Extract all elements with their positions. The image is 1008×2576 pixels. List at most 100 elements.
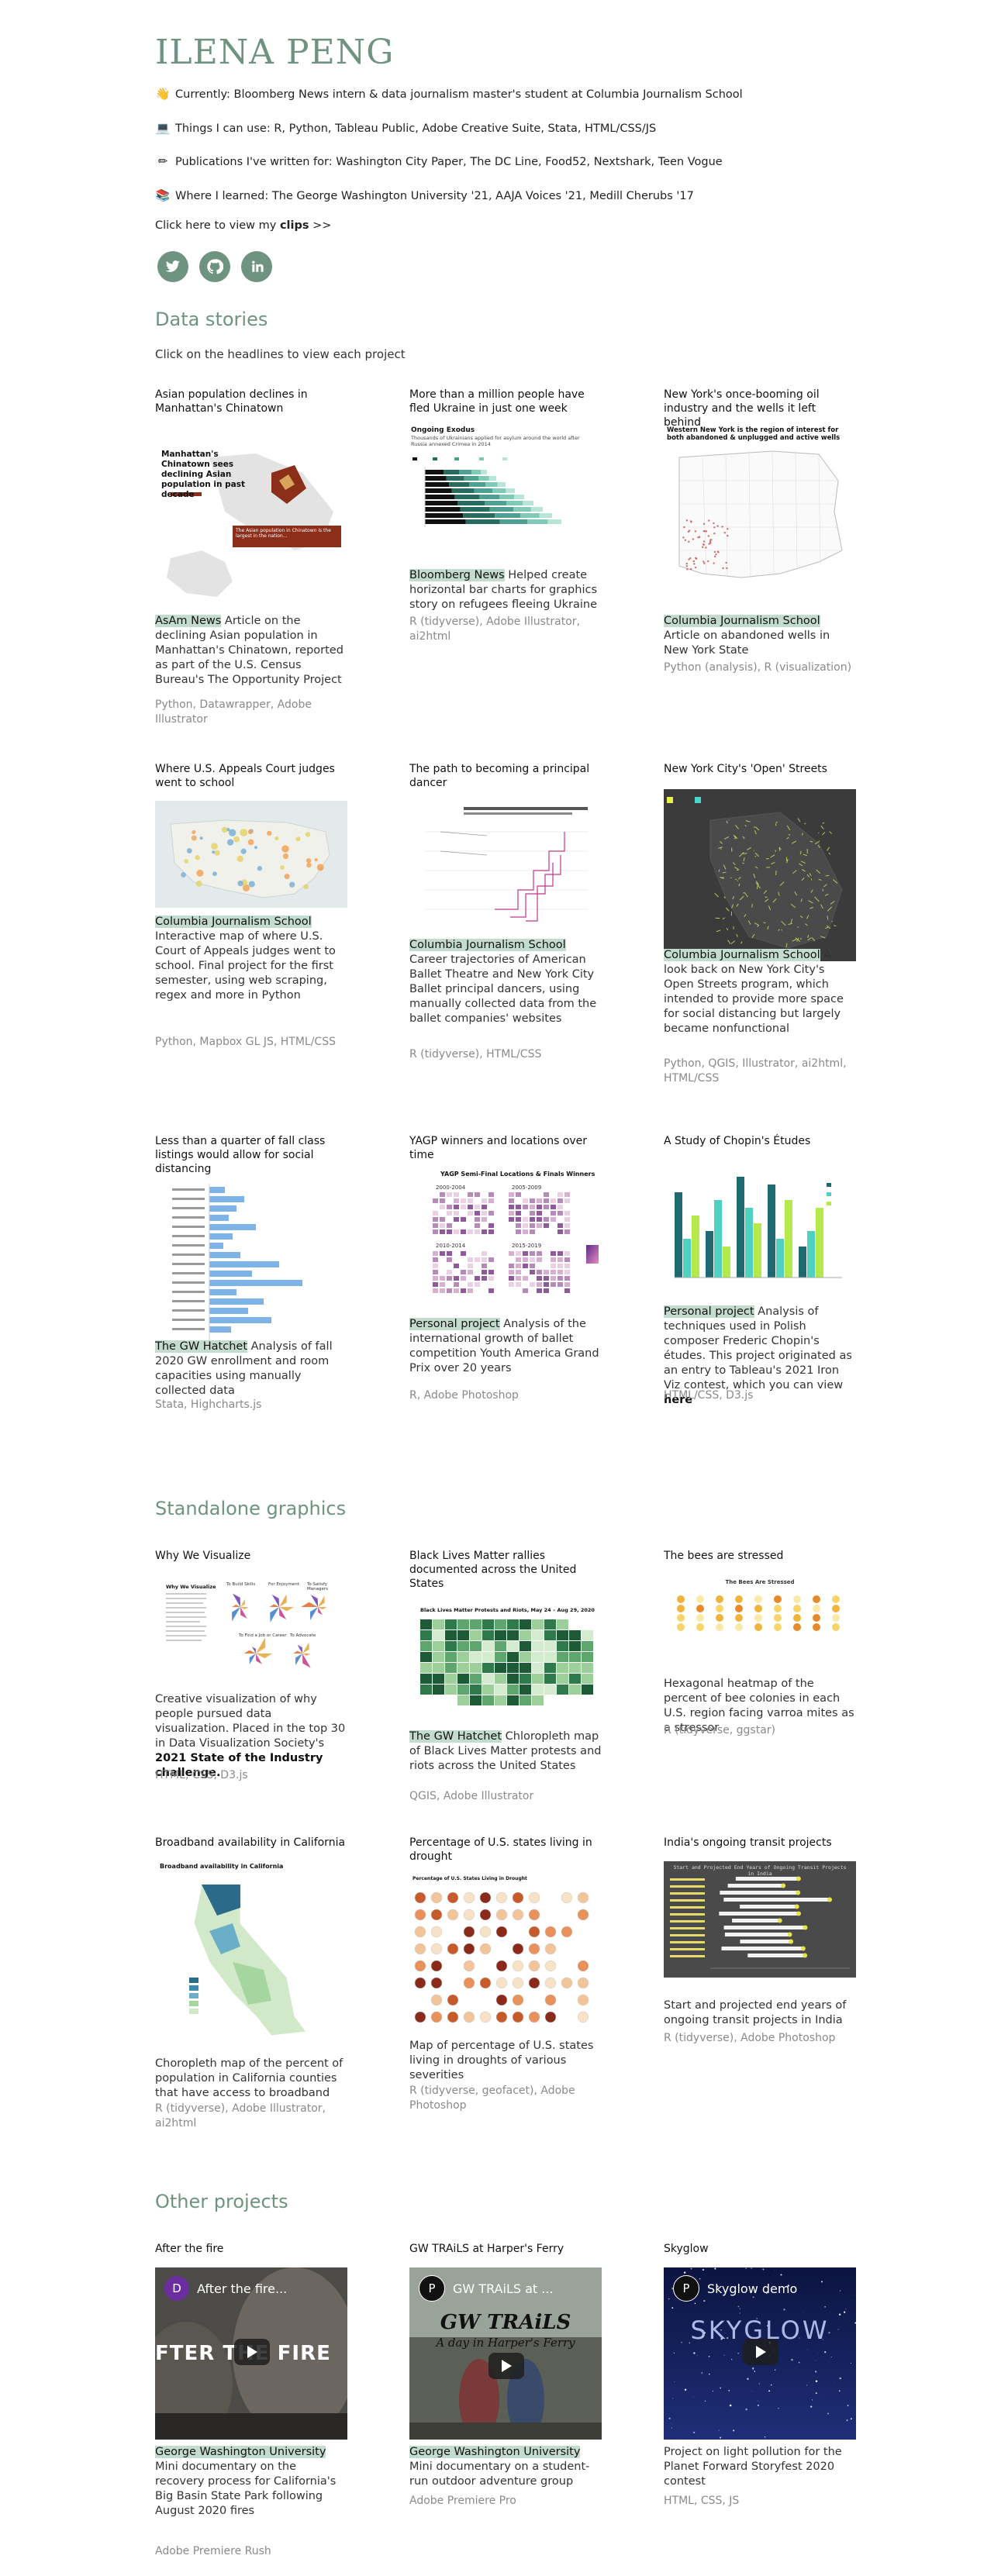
project-title-link[interactable]: New York's once-booming oil industry and… — [664, 388, 820, 429]
play-button[interactable] — [234, 2339, 270, 2365]
thumb-line — [786, 825, 791, 831]
thumb-donut — [463, 1943, 475, 1955]
thumb-label-line — [670, 1955, 705, 1957]
thumb-dot — [267, 830, 272, 836]
thumb-label-line — [172, 1244, 205, 1247]
thumb-bar — [465, 519, 500, 524]
thumb-star — [671, 2427, 673, 2429]
thumb-star — [693, 2431, 696, 2434]
project-thumbnail[interactable]: Start and Projected End Years of Ongoing… — [664, 1861, 856, 1978]
twitter-icon[interactable] — [157, 251, 188, 282]
thumb-line — [778, 847, 782, 850]
thumb-line — [739, 895, 744, 901]
thumb-cell — [488, 1270, 494, 1274]
channel-avatar[interactable]: P — [419, 2275, 445, 2302]
thumb-line — [732, 862, 736, 865]
project-thumbnail[interactable] — [409, 801, 602, 933]
project-thumbnail[interactable]: Manhattan's Chinatown sees declining Asi… — [155, 426, 347, 606]
thumb-state — [544, 1641, 556, 1651]
challenge-link[interactable]: 2021 State of the Industry challenge. — [155, 1752, 323, 1779]
linkedin-icon[interactable] — [241, 251, 272, 282]
thumb-cell — [516, 1192, 521, 1197]
project-title-link[interactable]: More than a million people have fled Ukr… — [409, 388, 585, 415]
project-thumbnail[interactable] — [664, 1161, 856, 1293]
github-icon[interactable] — [199, 251, 230, 282]
thumb-line — [754, 866, 758, 869]
play-button[interactable] — [743, 2339, 778, 2365]
thumb-dot — [692, 560, 695, 563]
clips-link[interactable]: Click here to view my clips >> — [155, 219, 332, 232]
thumb-label: For Enjoyment — [268, 1582, 299, 1587]
video-title[interactable]: GW TRAiLS at ... — [453, 2281, 554, 2296]
thumb-state — [470, 1663, 482, 1673]
thumb-state — [557, 1685, 568, 1695]
project-description: Bloomberg News Helped create horizontal … — [409, 569, 598, 611]
thumb-cell — [523, 1251, 528, 1256]
project-thumbnail[interactable]: Ongoing Exodus Thousands of Ukrainians a… — [409, 426, 602, 558]
project-thumbnail[interactable]: Broadband availability in California — [155, 1861, 347, 2047]
project-title-link[interactable]: YAGP winners and locations over time — [409, 1135, 588, 1161]
here-link[interactable]: here — [664, 1394, 693, 1406]
project-title-link[interactable]: Percentage of U.S. states living in drou… — [409, 1836, 592, 1863]
thumb-line — [756, 883, 761, 889]
project-title-link[interactable]: After the fire — [155, 2243, 224, 2255]
project-title-link[interactable]: Black Lives Matter rallies documented ac… — [409, 1550, 577, 1590]
thumb-state — [420, 1641, 432, 1651]
thumb-line — [829, 831, 832, 834]
project-thumbnail[interactable]: Percentage of U.S. States Living in Drou… — [409, 1874, 602, 2037]
thumb-cell — [433, 1288, 438, 1293]
project-title-link[interactable]: The bees are stressed — [664, 1550, 784, 1562]
channel-avatar[interactable]: P — [673, 2275, 699, 2302]
video-embed[interactable]: P Skyglow demo SKYGLOW — [664, 2267, 856, 2440]
project-thumbnail[interactable]: Western New York is the region of intere… — [664, 426, 856, 606]
thumb-dot — [803, 1925, 808, 1930]
project-title-link[interactable]: Where U.S. Appeals Court judges went to … — [155, 763, 335, 789]
project-title-link[interactable]: GW TRAiLS at Harper's Ferry — [409, 2243, 564, 2255]
thumb-bar — [776, 1239, 784, 1278]
thumb-dot — [688, 529, 691, 532]
channel-avatar[interactable]: D — [164, 2276, 189, 2301]
thumb-bar — [723, 1247, 730, 1278]
thumb-label-line — [670, 1941, 705, 1943]
video-title[interactable]: After the fire... — [197, 2281, 288, 2296]
project-thumbnail[interactable] — [664, 789, 856, 961]
project-title-link[interactable]: A Study of Chopin's Études — [664, 1135, 811, 1147]
thumb-state — [433, 1685, 444, 1695]
thumb-bar — [485, 482, 498, 487]
project-title-link[interactable]: Why We Visualize — [155, 1550, 251, 1562]
thumb-glyph — [279, 1607, 287, 1620]
project-card: Asian population declines in Manhattan's… — [155, 388, 347, 736]
project-title-link[interactable]: New York City's 'Open' Streets — [664, 763, 827, 775]
thumb-state — [507, 1641, 519, 1651]
project-thumbnail[interactable] — [155, 801, 347, 908]
thumb-donut — [495, 1909, 508, 1921]
project-thumbnail[interactable]: YAGP Semi-Final Locations & Finals Winne… — [409, 1167, 602, 1307]
project-description: The GW Hatchet Chloropleth map of Black … — [409, 1730, 602, 1772]
play-button[interactable] — [488, 2353, 524, 2379]
thumb-cell — [551, 1257, 556, 1262]
project-title-link[interactable]: Asian population declines in Manhattan's… — [155, 388, 308, 415]
project-title-link[interactable]: Skyglow — [664, 2243, 709, 2255]
thumb-state — [445, 1652, 457, 1662]
thumb-bar — [425, 470, 444, 474]
thumb-label-line — [172, 1188, 205, 1191]
project-title-link[interactable]: Less than a quarter of fall class listin… — [155, 1135, 326, 1175]
project-thumbnail[interactable] — [155, 1181, 347, 1359]
video-embed[interactable]: D After the fire... FTER THE FIRE — [155, 2267, 347, 2440]
project-thumbnail[interactable]: The Bees Are Stressed — [664, 1576, 856, 1646]
thumb-cell — [537, 1282, 542, 1287]
video-title[interactable]: Skyglow demo — [707, 2281, 798, 2296]
project-thumbnail[interactable]: Black Lives Matter Protests and Riots, M… — [409, 1605, 602, 1714]
thumb-star — [838, 2390, 841, 2392]
project-tools: Adobe Premiere Rush — [155, 2545, 271, 2557]
video-embed[interactable]: P GW TRAiLS at ... GW TRAiLS A day in Ha… — [409, 2267, 602, 2440]
thumb-label-line — [172, 1235, 205, 1237]
project-title-link[interactable]: India's ongoing transit projects — [664, 1836, 832, 1849]
thumb-star — [745, 2408, 747, 2411]
thumb-bar — [464, 476, 478, 481]
project-title-link[interactable]: Broadband availability in California — [155, 1836, 346, 1849]
project-title-link[interactable]: The path to becoming a principal dancer — [409, 763, 590, 789]
thumb-state — [544, 1630, 556, 1640]
project-thumbnail[interactable]: Why We Visualize To Build Skills For Enj… — [155, 1576, 347, 1685]
thumb-dot — [306, 857, 312, 864]
